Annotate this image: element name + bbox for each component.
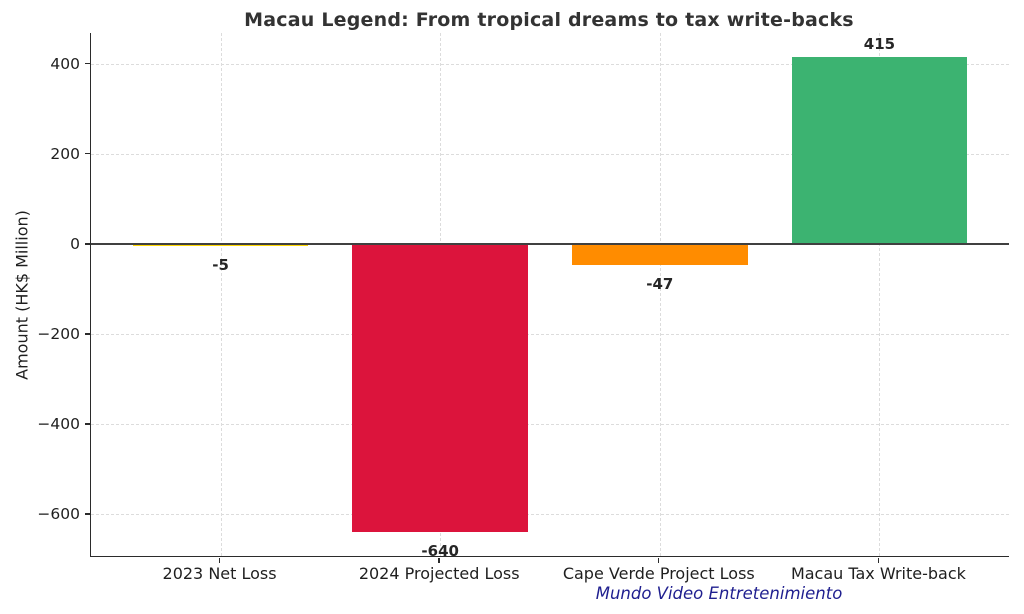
bar-value-label: -5 <box>212 256 229 275</box>
bar-value-label: -640 <box>421 542 459 561</box>
y-tick-label: −400 <box>37 415 80 433</box>
bar-2023-net-loss <box>132 243 309 247</box>
vertical-gridline <box>220 33 222 556</box>
x-tick-mark <box>218 557 221 563</box>
y-tick-label: −600 <box>37 505 80 524</box>
vertical-gridline <box>879 33 881 556</box>
y-tick-mark <box>85 243 90 245</box>
x-tick-mark <box>658 557 660 563</box>
bar-macau-tax-write-back <box>791 56 968 244</box>
y-tick-label: 0 <box>70 234 80 253</box>
x-tick-label: Cape Verde Project Loss <box>562 564 755 583</box>
horizontal-gridline <box>91 63 1009 65</box>
y-tick-label: 400 <box>50 54 80 73</box>
x-tick-mark <box>438 557 440 563</box>
x-tick-mark <box>877 557 880 563</box>
zero-line <box>91 242 1009 245</box>
vertical-gridline <box>659 33 661 556</box>
footer-watermark: Mundo Video Entretenimiento <box>595 584 843 603</box>
bar-value-label: -47 <box>646 274 674 293</box>
bar-2024-projected-loss <box>352 243 529 533</box>
y-tick-mark <box>85 423 90 425</box>
x-tick-label: Macau Tax Write-back <box>790 564 966 583</box>
x-tick-label: 2023 Net Loss <box>162 564 277 583</box>
horizontal-gridline <box>91 153 1009 155</box>
horizontal-gridline <box>91 514 1009 516</box>
y-tick-label: −200 <box>37 324 80 343</box>
y-tick-mark <box>85 513 90 515</box>
y-tick-label: 200 <box>50 144 80 163</box>
bar-value-label: 415 <box>863 34 896 53</box>
y-tick-mark <box>85 333 90 335</box>
plot-area: -5 -640 -47 415 <box>90 33 1009 560</box>
y-tick-mark <box>85 62 90 65</box>
y-tick-mark <box>85 153 90 155</box>
horizontal-gridline <box>91 424 1009 425</box>
x-tick-label: 2024 Projected Loss <box>358 564 520 583</box>
chart-title: Macau Legend: From tropical dreams to ta… <box>244 9 854 31</box>
horizontal-gridline <box>91 333 1009 335</box>
bar-cape-verde-project-loss <box>571 243 748 265</box>
